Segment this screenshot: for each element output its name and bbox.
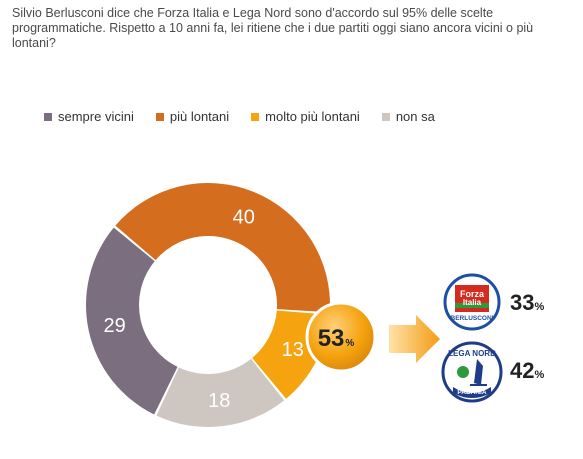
slice-label-sempre-vicini: 29	[104, 315, 126, 337]
lega-nord-logo: LEGA NORD PADANIA	[441, 341, 503, 403]
lega-nord-unit: %	[534, 369, 545, 381]
legend-label: non sa	[395, 109, 435, 124]
forza-italia-unit: %	[534, 301, 545, 313]
forza-italia-logo-top: Forza	[460, 289, 485, 299]
question-text: Silvio Berlusconi dice che Forza Italia …	[12, 6, 534, 50]
legend-swatch	[155, 112, 164, 121]
combined-number: 53	[318, 325, 345, 352]
forza-italia-logo-bottom: BERLUSCONI	[451, 315, 494, 322]
forza-italia-value: 33	[510, 290, 535, 315]
slice-non-sa	[156, 358, 285, 428]
lega-nord-logo-bottom: PADANIA	[457, 389, 486, 396]
legend-swatch	[251, 112, 260, 121]
lega-nord-logo-top: LEGA NORD	[448, 349, 496, 358]
slice-label-molto-piu-lontani: 13	[282, 339, 304, 361]
legend-item-piu-lontani: più lontani	[155, 109, 230, 124]
legend-item-non-sa: non sa	[381, 109, 435, 124]
legend-label: sempre vicini	[58, 109, 134, 124]
slice-label-non-sa: 18	[208, 390, 230, 412]
lega-nord-result: 42%	[510, 358, 544, 384]
forza-italia-logo-mid: Italia	[463, 298, 482, 307]
legend-label: molto più lontani	[265, 109, 360, 124]
arrow-icon	[389, 315, 440, 363]
combined-bubble	[305, 301, 377, 373]
forza-italia-result: 33%	[510, 290, 544, 316]
combined-value: 53%	[318, 325, 355, 352]
lega-nord-value: 42	[510, 358, 535, 383]
forza-italia-logo: Forza Italia BERLUSCONI	[443, 273, 501, 331]
legend-label: più lontani	[169, 109, 230, 124]
slice-label-piu-lontani: 40	[233, 206, 255, 228]
slice-piu-lontani	[115, 183, 330, 313]
legend-item-sempre-vicini: sempre vicini	[44, 109, 134, 124]
legend-item-molto-piu-lontani: molto più lontani	[251, 109, 360, 124]
legend-swatch	[44, 112, 52, 121]
legend-swatch	[381, 112, 390, 121]
legend: sempre vicini più lontani molto più lont…	[44, 109, 457, 124]
combined-unit: %	[345, 338, 354, 349]
slice-sempre-vicini	[86, 227, 178, 415]
